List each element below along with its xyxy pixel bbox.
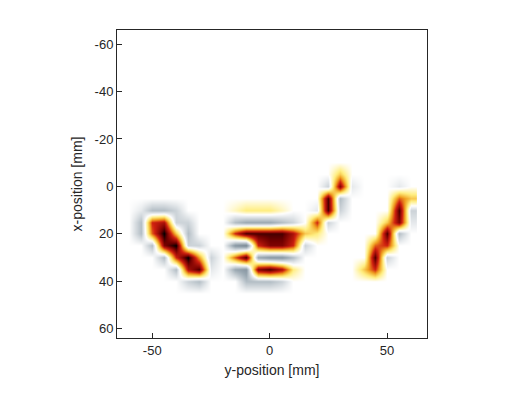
svg-text:y-position [mm]: y-position [mm]: [225, 362, 320, 378]
svg-text:-50: -50: [143, 343, 162, 358]
svg-text:x-position [mm]: x-position [mm]: [69, 137, 85, 232]
svg-text:20: 20: [99, 226, 113, 241]
svg-text:-60: -60: [95, 37, 114, 52]
svg-text:60: 60: [99, 321, 113, 336]
svg-text:0: 0: [266, 343, 273, 358]
svg-text:50: 50: [380, 343, 394, 358]
svg-text:0: 0: [106, 179, 113, 194]
svg-text:-40: -40: [95, 84, 114, 99]
svg-text:-20: -20: [95, 132, 114, 147]
svg-text:40: 40: [99, 274, 113, 289]
